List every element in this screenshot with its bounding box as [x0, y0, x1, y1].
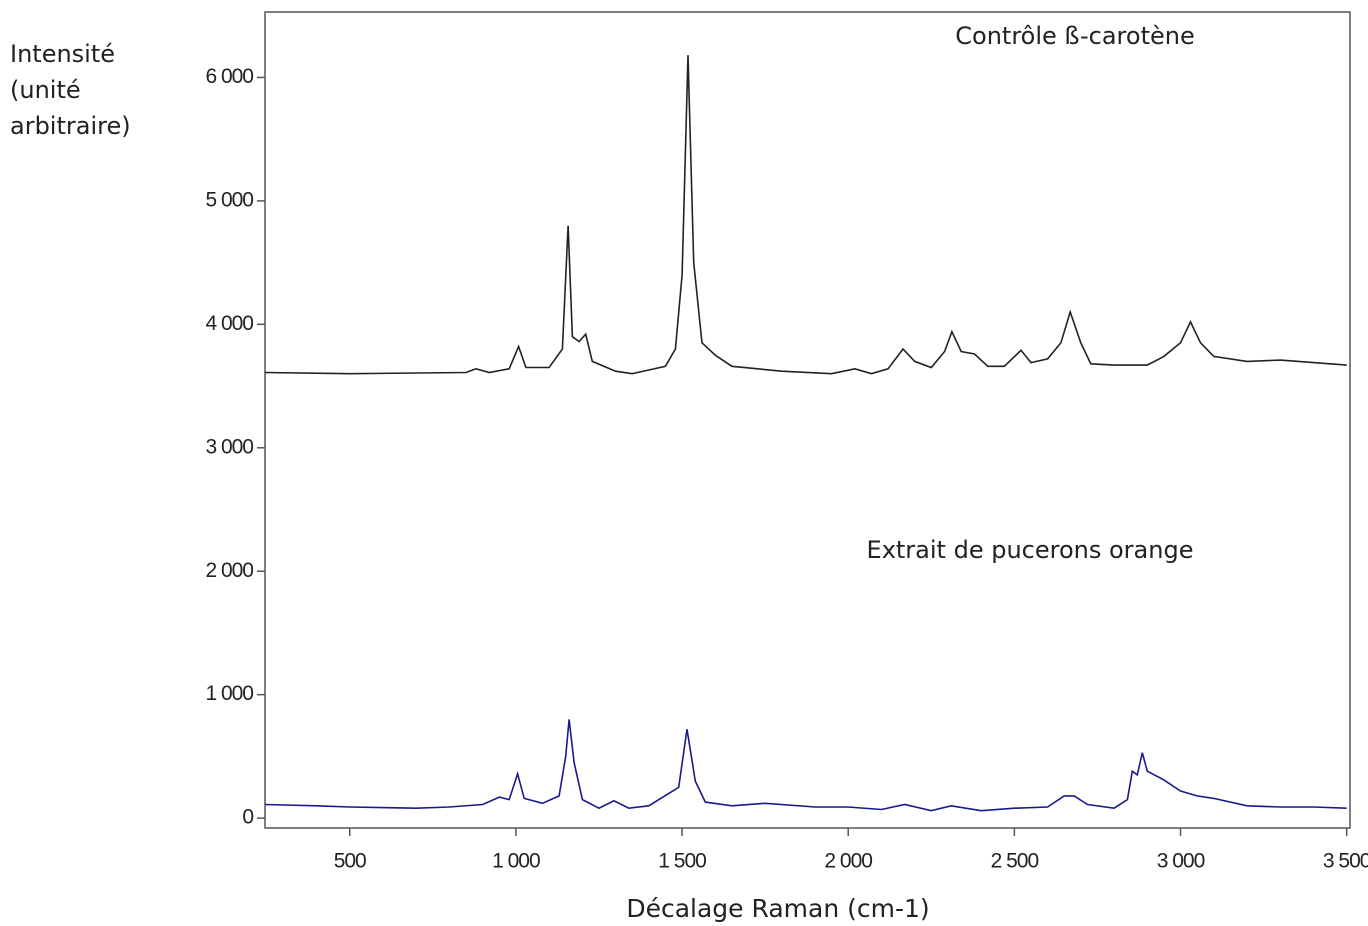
annotation: Contrôle ß-carotène — [955, 22, 1194, 50]
x-tick-label: 2 000 — [824, 850, 872, 873]
x-tick-label: 2 500 — [991, 850, 1039, 873]
x-tick-label: 3 000 — [1157, 850, 1205, 873]
y-tick-label: 6 000 — [205, 65, 253, 88]
y-tick-label: 5 000 — [205, 188, 253, 211]
y-tick-label: 3 000 — [205, 435, 253, 458]
plot-frame — [264, 11, 1351, 829]
x-axis-label: Décalage Raman (cm-1) — [626, 894, 929, 923]
x-tick-label: 1 000 — [492, 850, 540, 873]
y-axis-label: Intensité (unité arbitraire) — [10, 40, 131, 140]
x-tick-label: 500 — [334, 850, 366, 873]
spectrum-line — [264, 55, 1347, 375]
y-tick-label: 0 — [242, 806, 253, 829]
spectrum-line — [264, 719, 1347, 812]
x-tick-label: 3 500 — [1323, 850, 1368, 873]
y-tick-label: 4 000 — [205, 312, 253, 335]
y-tick-label: 2 000 — [205, 559, 253, 582]
x-tick-label: 1 500 — [658, 850, 706, 873]
annotation: Extrait de pucerons orange — [867, 536, 1194, 564]
y-tick-label: 1 000 — [205, 682, 253, 705]
